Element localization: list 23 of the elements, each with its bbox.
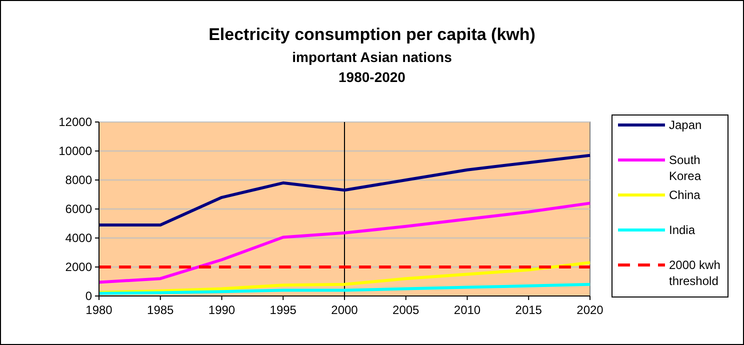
y-tick-label: 0: [85, 289, 92, 303]
x-tick-label: 1990: [208, 303, 236, 317]
legend-label: South Korea: [669, 153, 702, 183]
chart-subtitle: important Asian nations 1980-2020: [292, 49, 452, 85]
legend-label: 2000 kwh threshold: [669, 258, 720, 288]
legend-label: Japan: [669, 118, 702, 132]
y-tick-label: 4000: [65, 231, 92, 245]
y-tick-label: 8000: [65, 173, 92, 187]
x-tick-label: 1995: [270, 303, 297, 317]
x-tick-label: 2000: [331, 303, 358, 317]
x-tick-label: 1985: [147, 303, 174, 317]
x-tick-label: 2005: [392, 303, 420, 317]
y-tick-label: 6000: [65, 202, 92, 216]
y-tick-label: 10000: [58, 144, 92, 158]
y-tick-label: 2000: [65, 260, 92, 274]
chart-title: Electricity consumption per capita (kwh): [208, 25, 536, 44]
x-tick-label: 2015: [515, 303, 542, 317]
legend-label: China: [669, 188, 701, 202]
x-tick-label: 1980: [86, 303, 113, 317]
x-tick-label: 2020: [576, 303, 604, 317]
x-tick-label: 2010: [454, 303, 481, 317]
y-tick-label: 12000: [58, 115, 92, 129]
legend-label: India: [669, 223, 696, 237]
